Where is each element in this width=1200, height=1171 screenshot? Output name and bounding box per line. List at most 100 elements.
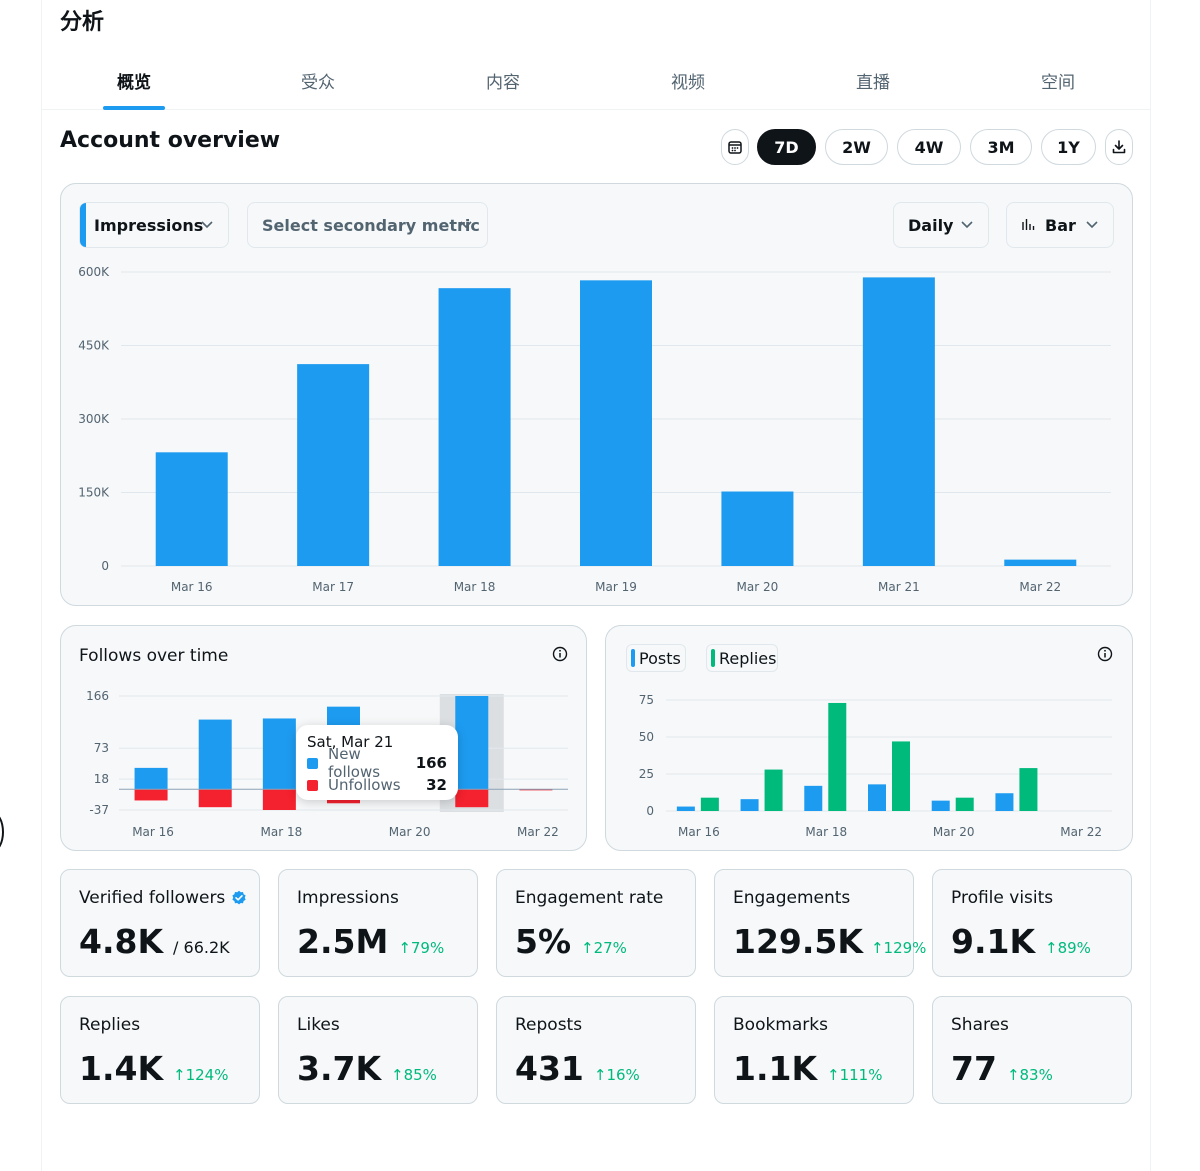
x-tick-label: Mar 20 bbox=[389, 825, 431, 839]
metric-label: Shares bbox=[951, 1015, 1009, 1035]
active-tab-indicator bbox=[103, 106, 165, 110]
calendar-button[interactable] bbox=[721, 129, 749, 165]
metric-change: ↑129% bbox=[870, 939, 927, 957]
tab-overview[interactable]: 概览 bbox=[42, 56, 226, 110]
legend-replies-label: Replies bbox=[719, 648, 777, 668]
x-tick-label: Mar 22 bbox=[517, 825, 559, 839]
page-title: 分析 bbox=[60, 10, 105, 35]
range-2w-button[interactable]: 2W bbox=[825, 129, 888, 165]
page-frame bbox=[41, 0, 1151, 1171]
tab-label: 直播 bbox=[856, 73, 890, 93]
metric-change: ↑83% bbox=[1006, 1066, 1053, 1084]
metric-verified-followers[interactable]: Verified followers 4.8K / 66.2K bbox=[60, 869, 260, 977]
metric-shares[interactable]: Shares 77 ↑83% bbox=[932, 996, 1132, 1104]
primary-metric-label: Impressions bbox=[94, 215, 204, 235]
y-tick-label: 166 bbox=[86, 689, 109, 703]
tooltip-unfollows-label: Unfollows bbox=[328, 776, 401, 794]
tab-content[interactable]: 内容 bbox=[411, 56, 595, 110]
x-tick-label: Mar 18 bbox=[260, 825, 302, 839]
tooltip-new-follows-swatch bbox=[307, 757, 318, 769]
impressions-bar bbox=[1004, 559, 1077, 566]
secondary-metric-dropdown[interactable]: Select secondary metric bbox=[247, 202, 488, 248]
metric-value-row: 9.1K ↑89% bbox=[951, 922, 1091, 961]
metric-profile-visits[interactable]: Profile visits 9.1K ↑89% bbox=[932, 869, 1132, 977]
new-follows-bar bbox=[455, 696, 489, 790]
replies-bar bbox=[1019, 768, 1038, 811]
metric-change: ↑89% bbox=[1045, 939, 1091, 957]
chart-type-dropdown[interactable]: Bar bbox=[1006, 202, 1114, 248]
tooltip-new-follows-label: New follows bbox=[328, 745, 381, 781]
metric-engagement-rate[interactable]: Engagement rate 5% ↑27% bbox=[496, 869, 696, 977]
tab-spaces[interactable]: 空间 bbox=[966, 56, 1150, 110]
range-1y-button[interactable]: 1Y bbox=[1041, 129, 1096, 165]
x-tick-label: Mar 18 bbox=[454, 580, 496, 594]
y-tick-label: 0 bbox=[101, 559, 109, 573]
tab-label: 内容 bbox=[486, 73, 520, 93]
range-4w-button[interactable]: 4W bbox=[897, 129, 961, 165]
follows-tooltip: Sat, Mar 21 New follows 166 Unfollows 32 bbox=[296, 725, 458, 800]
metric-reposts[interactable]: Reposts 431 ↑16% bbox=[496, 996, 696, 1104]
legend-posts-swatch bbox=[631, 649, 635, 667]
x-tick-label: Mar 17 bbox=[312, 580, 354, 594]
chevron-down-icon bbox=[460, 221, 472, 229]
metric-change: ↑111% bbox=[827, 1066, 883, 1084]
posts-bar bbox=[740, 799, 759, 811]
metric-value: 1.4K bbox=[79, 1049, 164, 1088]
chart-type-label: Bar bbox=[1045, 215, 1076, 235]
legend-replies[interactable]: Replies bbox=[706, 644, 778, 672]
info-icon[interactable] bbox=[1097, 646, 1113, 662]
metric-likes[interactable]: Likes 3.7K ↑85% bbox=[278, 996, 478, 1104]
primary-metric-dropdown[interactable]: Impressions bbox=[79, 202, 229, 248]
metric-label: Verified followers bbox=[79, 888, 247, 908]
y-tick-label: 25 bbox=[639, 767, 654, 781]
impressions-chart-card: Impressions Select secondary metric Dail… bbox=[60, 183, 1133, 606]
metric-value-row: 129.5K ↑129% bbox=[733, 922, 926, 961]
y-tick-label: 18 bbox=[94, 772, 109, 786]
impressions-bar bbox=[862, 277, 935, 566]
y-tick-label: 600K bbox=[78, 265, 110, 279]
metric-value-row: 77 ↑83% bbox=[951, 1049, 1053, 1088]
metric-value: 431 bbox=[515, 1049, 584, 1088]
replies-bar bbox=[764, 769, 783, 811]
metric-value-row: 1.1K ↑111% bbox=[733, 1049, 882, 1088]
tab-audience[interactable]: 受众 bbox=[226, 56, 410, 110]
download-button[interactable] bbox=[1105, 129, 1133, 165]
legend-replies-swatch bbox=[711, 649, 715, 667]
metric-value: 2.5M bbox=[297, 922, 389, 961]
metric-change: ↑27% bbox=[581, 939, 627, 957]
metric-value-row: 431 ↑16% bbox=[515, 1049, 640, 1088]
interval-label: Daily bbox=[908, 215, 954, 235]
x-tick-label: Mar 22 bbox=[1060, 825, 1102, 839]
posts-bar bbox=[931, 800, 950, 811]
metric-engagements[interactable]: Engagements 129.5K ↑129% bbox=[714, 869, 926, 977]
y-tick-label: 300K bbox=[78, 412, 110, 426]
tab-live[interactable]: 直播 bbox=[781, 56, 965, 110]
x-tick-label: Mar 20 bbox=[737, 580, 779, 594]
x-tick-label: Mar 19 bbox=[595, 580, 637, 594]
metric-value-row: 3.7K ↑85% bbox=[297, 1049, 437, 1088]
metric-bookmarks[interactable]: Bookmarks 1.1K ↑111% bbox=[714, 996, 914, 1104]
tooltip-unfollows-row: Unfollows 32 bbox=[307, 775, 447, 795]
secondary-metric-label: Select secondary metric bbox=[262, 215, 480, 235]
interval-dropdown[interactable]: Daily bbox=[893, 202, 989, 248]
metric-label: Reposts bbox=[515, 1015, 583, 1035]
y-tick-label: 450K bbox=[78, 339, 110, 353]
metric-impressions[interactable]: Impressions 2.5M ↑79% bbox=[278, 869, 478, 977]
replies-bar bbox=[828, 702, 847, 811]
tab-video[interactable]: 视频 bbox=[596, 56, 780, 110]
follows-card-title: Follows over time bbox=[79, 646, 229, 666]
calendar-icon bbox=[728, 141, 742, 154]
metric-replies[interactable]: Replies 1.4K ↑124% bbox=[60, 996, 260, 1104]
x-tick-label: Mar 16 bbox=[678, 825, 720, 839]
legend-posts[interactable]: Posts bbox=[626, 644, 686, 672]
range-3m-button[interactable]: 3M bbox=[970, 129, 1032, 165]
unfollows-bar bbox=[519, 789, 553, 791]
y-tick-label: 50 bbox=[639, 730, 654, 744]
metric-value-row: 1.4K ↑124% bbox=[79, 1049, 228, 1088]
range-7d-button[interactable]: 7D bbox=[757, 129, 816, 165]
bar-chart-icon bbox=[1022, 219, 1035, 230]
info-icon[interactable] bbox=[552, 646, 568, 662]
x-tick-label: Mar 16 bbox=[132, 825, 174, 839]
impressions-bar bbox=[297, 364, 370, 566]
metric-label: Likes bbox=[297, 1015, 340, 1035]
